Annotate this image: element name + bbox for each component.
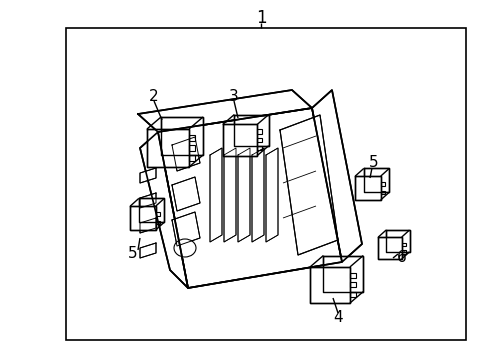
Bar: [156, 212, 160, 216]
Polygon shape: [138, 90, 311, 132]
Text: 5: 5: [368, 154, 378, 170]
Polygon shape: [161, 117, 203, 155]
Bar: [156, 221, 160, 224]
Text: 1: 1: [255, 9, 266, 27]
Bar: [189, 135, 195, 141]
Polygon shape: [139, 198, 164, 222]
Polygon shape: [140, 132, 187, 288]
Polygon shape: [172, 177, 200, 211]
Text: 5: 5: [128, 247, 138, 261]
Polygon shape: [311, 90, 361, 262]
Bar: [257, 146, 262, 150]
Polygon shape: [363, 168, 388, 192]
Text: 6: 6: [396, 251, 406, 266]
Text: 4: 4: [332, 310, 342, 325]
Polygon shape: [158, 108, 341, 288]
Polygon shape: [265, 148, 278, 242]
Polygon shape: [280, 115, 337, 255]
Bar: [349, 273, 355, 278]
Bar: [349, 282, 355, 288]
Bar: [189, 145, 195, 150]
Polygon shape: [223, 125, 257, 156]
Polygon shape: [140, 243, 156, 258]
Bar: [257, 138, 262, 142]
Polygon shape: [234, 114, 268, 146]
Bar: [380, 182, 384, 186]
Polygon shape: [378, 237, 401, 259]
Polygon shape: [140, 193, 156, 208]
Bar: [257, 129, 262, 134]
Text: 2: 2: [149, 89, 159, 104]
Polygon shape: [251, 148, 264, 242]
Polygon shape: [354, 176, 380, 200]
Bar: [189, 155, 195, 161]
Polygon shape: [147, 129, 189, 167]
Polygon shape: [140, 168, 156, 183]
Polygon shape: [140, 218, 156, 233]
Text: 3: 3: [229, 89, 238, 104]
Bar: [66, 28, 465, 340]
Ellipse shape: [174, 239, 196, 257]
Polygon shape: [209, 148, 222, 242]
Bar: [380, 190, 384, 194]
Bar: [401, 243, 405, 246]
Polygon shape: [130, 206, 156, 230]
Polygon shape: [172, 137, 200, 171]
Bar: [401, 250, 405, 253]
Bar: [349, 292, 355, 297]
Polygon shape: [172, 212, 200, 246]
Polygon shape: [224, 148, 236, 242]
Polygon shape: [309, 267, 349, 303]
Polygon shape: [386, 230, 408, 252]
Polygon shape: [323, 256, 363, 292]
Polygon shape: [238, 148, 249, 242]
